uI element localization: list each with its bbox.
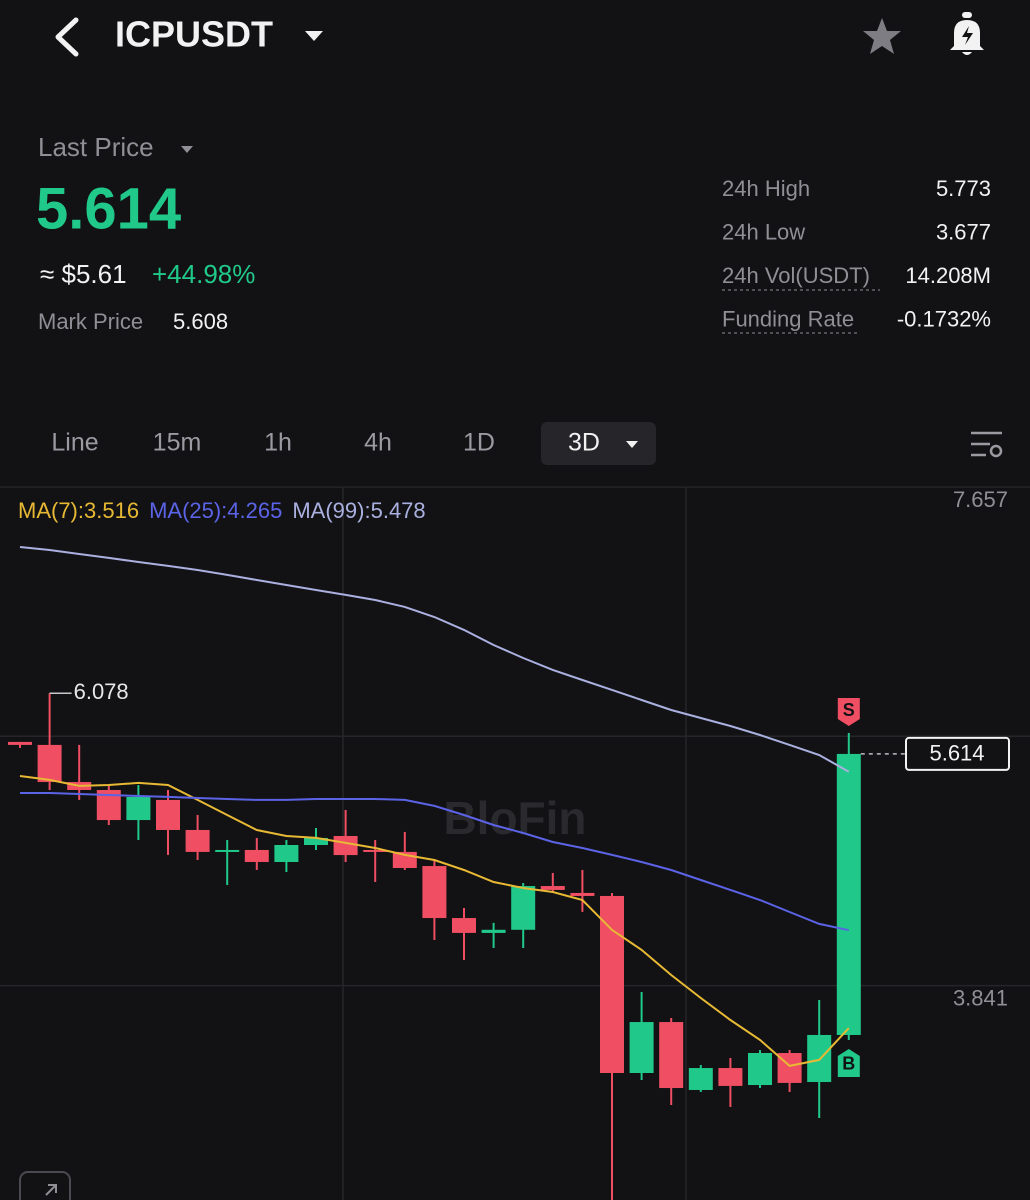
mark-price: 5.608 <box>173 309 228 334</box>
expand-button[interactable] <box>19 1171 71 1200</box>
interval-dropdown[interactable] <box>626 441 638 448</box>
candle-body <box>274 845 299 862</box>
stat-value: 5.773 <box>936 176 991 201</box>
legend-entry: MA(25):4.265 <box>149 498 282 523</box>
candle-body <box>748 1053 772 1086</box>
candle-body <box>8 741 32 745</box>
back-button[interactable] <box>55 17 79 57</box>
expand-icon <box>45 1184 57 1196</box>
candle-body <box>304 837 328 846</box>
candle-body <box>244 849 269 862</box>
active-tab-bg <box>541 422 656 465</box>
candle-body <box>481 929 506 933</box>
stat-label: 24h Low <box>722 219 805 244</box>
candle-body <box>570 892 595 896</box>
candle-body <box>688 1068 713 1090</box>
candle-body <box>540 886 565 890</box>
stat-value: -0.1732% <box>897 306 991 331</box>
chart-settings[interactable] <box>971 431 1003 458</box>
candle-body <box>452 918 476 933</box>
last-price-tag-label: 5.614 <box>929 741 984 766</box>
buy-marker: B <box>842 1054 855 1074</box>
ma-line <box>19 775 850 1067</box>
sell-marker-bg <box>837 698 860 727</box>
stat-label: 24h Vol(USDT) <box>722 263 870 288</box>
candle-body <box>333 835 358 856</box>
ma-line <box>19 546 850 773</box>
candle-body <box>836 753 861 1035</box>
price-change: +44.98% <box>152 259 255 289</box>
interval-tab[interactable]: 1h <box>264 429 292 457</box>
last-price: 5.614 <box>36 176 181 241</box>
symbol[interactable]: ICPUSDT <box>115 14 273 55</box>
favorite-star[interactable] <box>863 18 901 54</box>
approx-usd: ≈ $5.61 <box>40 259 127 289</box>
last-price-tag <box>905 736 1010 771</box>
candle-body <box>600 895 624 1074</box>
stat-value: 14.208M <box>905 263 991 288</box>
interval-tab[interactable]: 1D <box>463 429 495 457</box>
candle-body <box>215 849 240 852</box>
candle-body <box>659 1022 684 1089</box>
interval-tabs: Line 15m 1h 4h 1D 3D <box>51 429 600 457</box>
watermark: BloFin <box>443 792 586 844</box>
buy-marker-bg <box>837 1048 860 1077</box>
y-tick-label: 3.841 <box>953 985 1008 1010</box>
mark-price-label: Mark Price <box>38 309 143 334</box>
interval-tab[interactable]: 4h <box>364 429 392 457</box>
interval-tab[interactable]: 15m <box>153 429 202 457</box>
alert-bell[interactable] <box>950 12 984 55</box>
sell-marker: S <box>843 700 855 720</box>
candle-body <box>185 829 210 852</box>
y-tick-label: 7.657 <box>953 487 1008 512</box>
candle-body <box>37 744 62 783</box>
candle-body <box>629 1022 654 1074</box>
last-price-dropdown[interactable] <box>181 146 193 153</box>
candle-body <box>363 849 388 852</box>
stat-value: 3.677 <box>936 219 991 244</box>
candle-body <box>156 799 180 830</box>
chart-overlay: MA(7):3.516 MA(25):4.265 MA(99):5.478 6.078… <box>18 498 1010 1077</box>
last-price-label[interactable]: Last Price <box>38 132 154 162</box>
candle-body <box>126 796 151 821</box>
stats: 24h High 5.773 24h Low 3.677 24h Vol(USDT) 14… <box>722 176 991 332</box>
stat-label: 24h High <box>722 176 810 201</box>
candle-body <box>718 1068 743 1086</box>
stat-label: Funding Rate <box>722 306 854 331</box>
symbol-dropdown[interactable] <box>305 31 323 41</box>
candle-body <box>422 866 447 919</box>
high-label: 6.078 <box>74 679 129 704</box>
candle-body <box>511 886 536 930</box>
legend-entry: MA(7):3.516 <box>18 498 139 523</box>
interval-tab[interactable]: 3D <box>568 429 600 457</box>
legend-entry: MA(99):5.478 <box>292 498 425 523</box>
ma-line <box>20 792 850 932</box>
interval-tab[interactable]: Line <box>51 429 98 457</box>
